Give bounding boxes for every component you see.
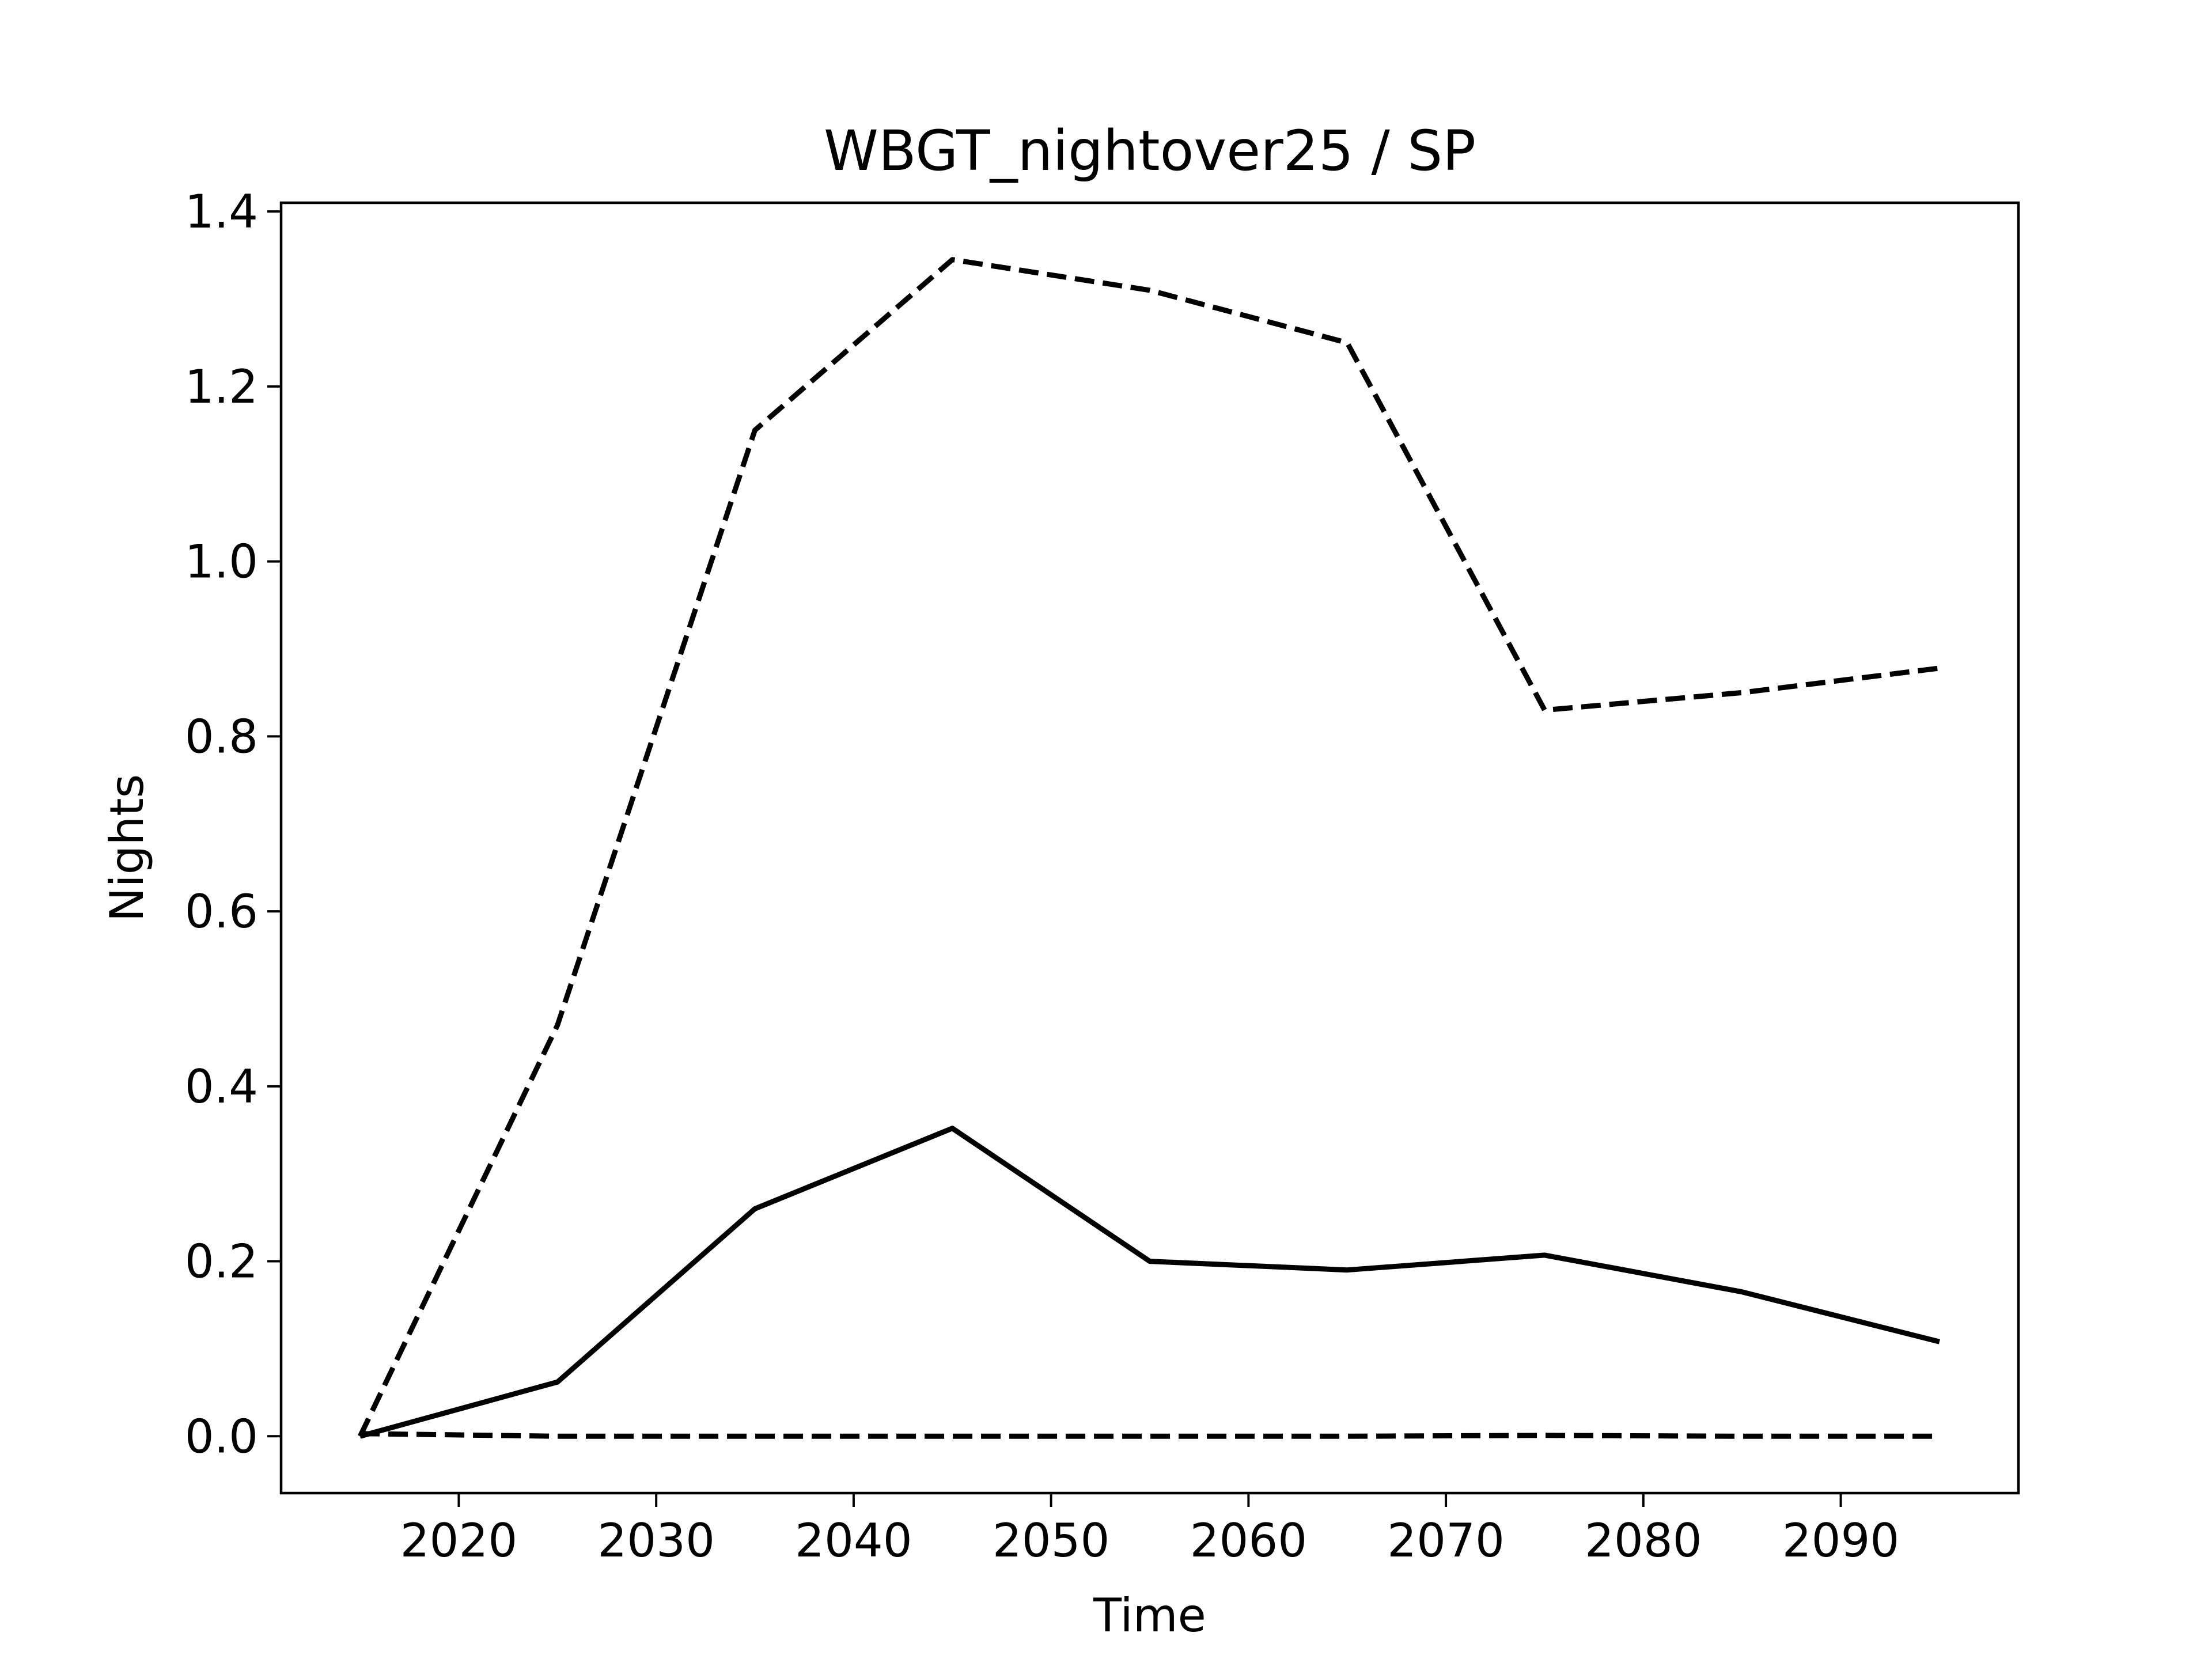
y-tick-label: 1.2 xyxy=(185,360,258,414)
y-axis: 0.0 0.2 0.4 0.6 0.8 1.0 1.2 1.4 xyxy=(185,185,281,1463)
series-line-3 xyxy=(360,1431,1940,1439)
y-tick-label: 0.8 xyxy=(185,710,258,763)
y-tick-label: 0.2 xyxy=(185,1235,258,1289)
x-axis-label: Time xyxy=(1093,1589,1206,1642)
x-axis: 2020 2030 2040 2050 2060 2070 2080 2090 xyxy=(400,1493,1900,1567)
plot-frame xyxy=(279,201,2020,1495)
plot-lines xyxy=(358,257,1941,1439)
x-tick-label: 2060 xyxy=(1190,1514,1308,1567)
x-tick-label: 2070 xyxy=(1387,1514,1505,1567)
x-tick-label: 2050 xyxy=(993,1514,1110,1567)
x-tick-label: 2090 xyxy=(1782,1514,1900,1567)
y-tick-label: 1.4 xyxy=(185,185,258,238)
x-tick-label: 2030 xyxy=(597,1514,715,1567)
y-tick-label: 0.0 xyxy=(185,1410,258,1463)
series-line-1 xyxy=(358,257,1940,1438)
x-tick-label: 2040 xyxy=(795,1514,912,1567)
series-line-2 xyxy=(359,1126,1941,1439)
y-axis-label: Nights xyxy=(100,774,154,922)
y-tick-label: 0.4 xyxy=(185,1060,258,1113)
chart-title: WBGT_nightover25 / SP xyxy=(824,119,1476,183)
y-tick-label: 0.6 xyxy=(185,885,258,938)
y-tick-label: 1.0 xyxy=(185,535,258,589)
x-tick-label: 2020 xyxy=(400,1514,518,1567)
x-tick-label: 2080 xyxy=(1585,1514,1702,1567)
